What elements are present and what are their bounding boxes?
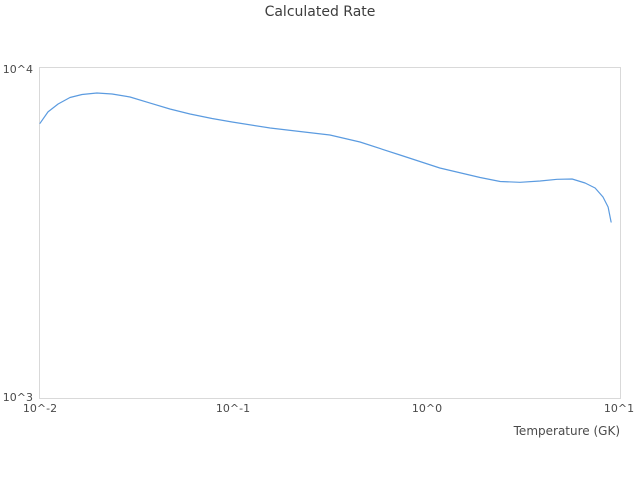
x-axis-title: Temperature (GK) — [513, 424, 620, 438]
plot-area — [39, 67, 621, 399]
x-axis-tick-label-10-neg2: 10^-2 — [22, 402, 58, 415]
x-axis-tick-label-10-0: 10^0 — [411, 402, 443, 415]
x-axis-tick-label-10-1: 10^1 — [603, 402, 635, 415]
y-axis-tick-label-10-4: 10^4 — [2, 63, 33, 76]
x-axis-tick-label-10-neg1: 10^-1 — [215, 402, 251, 415]
chart-title: Calculated Rate — [264, 4, 376, 20]
y-axis-tick-label-10-3: 10^3 — [2, 391, 33, 404]
